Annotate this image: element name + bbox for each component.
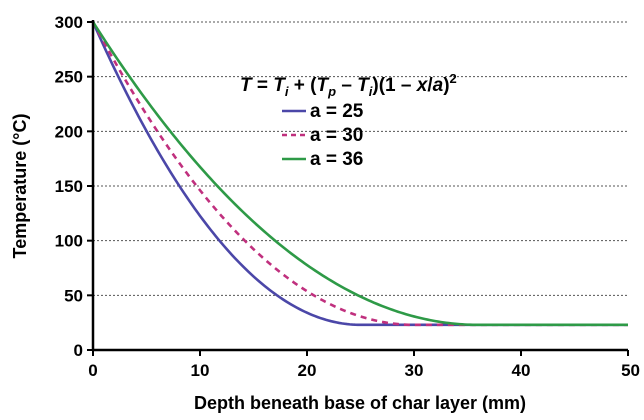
y-tick-label: 250 <box>55 68 83 87</box>
legend-label: a = 25 <box>310 101 364 122</box>
equation-annotation: T = Ti + (Tp – Ti)(1 – x/a)2 <box>240 71 457 99</box>
equation-part: x <box>416 75 429 96</box>
y-tick-label: 50 <box>64 286 83 305</box>
series-line-1 <box>91 21 628 327</box>
legend-label: a = 30 <box>310 125 363 146</box>
x-axis-title: Depth beneath base of char layer (mm) <box>194 393 526 413</box>
equation-part: – <box>336 75 357 96</box>
equation-part: T <box>357 75 370 96</box>
equation-part: i <box>285 84 289 99</box>
equation-part: T <box>240 75 253 96</box>
axes <box>87 20 629 356</box>
legend: a = 25 a = 30 a = 36 <box>282 101 364 170</box>
grid-lines <box>93 21 628 296</box>
y-tick-label: 300 <box>55 13 83 32</box>
y-axis-title: Temperature (°C) <box>10 114 30 259</box>
x-tick-label: 0 <box>88 361 97 380</box>
equation-part: ) <box>443 75 449 96</box>
series-lines <box>91 21 628 327</box>
equation-part: p <box>327 84 336 99</box>
equation-part: + ( <box>289 75 318 96</box>
x-tick-label: 20 <box>298 361 317 380</box>
y-tick-label: 200 <box>55 122 83 141</box>
y-tick-label: 0 <box>74 341 83 360</box>
equation-part: = <box>252 75 274 96</box>
series-line-3 <box>91 21 628 327</box>
x-tick-label: 30 <box>405 361 424 380</box>
y-tick-label: 150 <box>55 177 83 196</box>
x-tick-label: 50 <box>621 361 640 380</box>
series-line-2 <box>91 21 628 327</box>
equation-part: / <box>427 75 433 96</box>
equation-part: 2 <box>450 71 457 86</box>
x-tick-label: 10 <box>191 361 210 380</box>
tick-labels: 0 50 100 150 200 250 300 0 10 20 30 40 50 <box>55 13 640 380</box>
legend-label: a = 36 <box>310 149 363 170</box>
equation-part: T <box>316 75 329 96</box>
equation-part: a <box>433 75 444 96</box>
x-tick-label: 40 <box>512 361 531 380</box>
equation-part: )(1 – <box>372 75 416 96</box>
y-tick-label: 100 <box>55 232 83 251</box>
equation-part: T <box>273 75 286 96</box>
equation-part: i <box>369 84 373 99</box>
